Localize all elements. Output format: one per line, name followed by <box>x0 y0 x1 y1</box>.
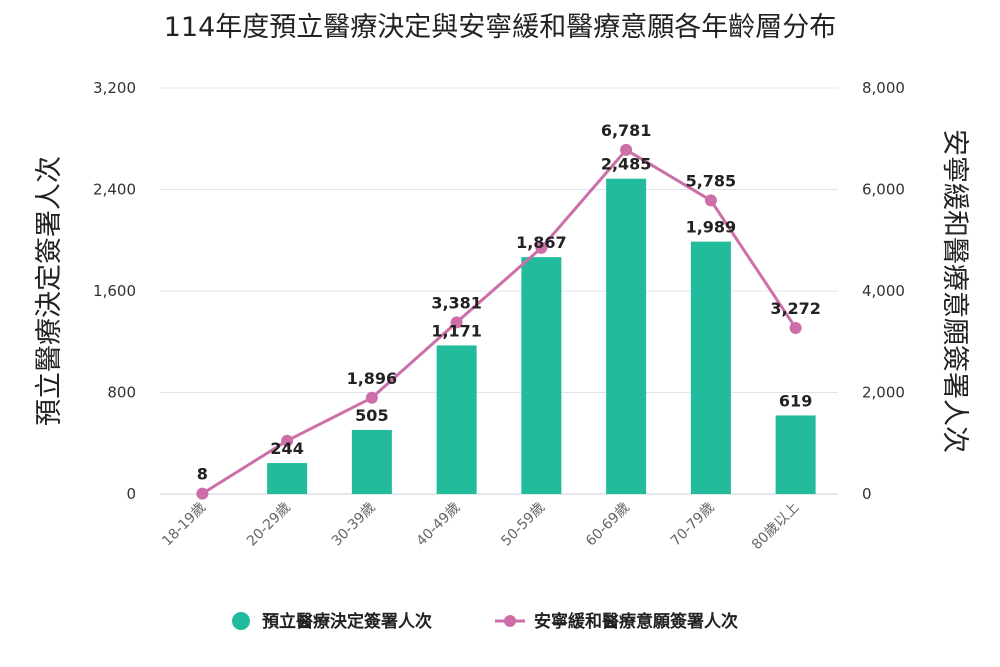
left-axis-title: 預立醫療決定簽署人次 <box>34 156 65 426</box>
right-axis-title: 安寧緩和醫療意願簽署人次 <box>939 129 970 453</box>
x-axis-ticks: 18-19歲 20-29歲 30-39歲 40-49歲 50-59歲 60-69歲 70-7… <box>159 500 802 554</box>
line-value-label: 3,381 <box>431 293 482 312</box>
legend-bar-marker <box>232 612 250 630</box>
bar-data-labels: 244 505 1,171 1,867 2,485 1,989 619 <box>270 155 812 458</box>
right-tick-label: 6,000 <box>862 181 905 199</box>
bar-value-label: 1,989 <box>686 218 737 237</box>
legend-line-label: 安寧緩和醫療意願簽署人次 <box>534 611 738 632</box>
line-data-labels: 8 1,896 3,381 6,781 5,785 3,272 <box>197 121 821 484</box>
line-value-label: 3,272 <box>770 299 821 318</box>
line-point[interactable] <box>365 391 378 404</box>
line-point[interactable] <box>450 316 463 329</box>
x-tick-label: 40-49歲 <box>413 500 463 550</box>
line-point[interactable] <box>535 241 548 254</box>
bar-value-label: 505 <box>355 406 388 425</box>
x-tick-label: 50-59歲 <box>498 500 548 550</box>
chart-title: 114年度預立醫療決定與安寧緩和醫療意願各年齡層分布 <box>164 12 837 43</box>
left-tick-label: 2,400 <box>93 181 136 199</box>
series-line <box>201 148 797 495</box>
x-tick-label: 20-29歲 <box>244 500 294 550</box>
bar-value-label: 2,485 <box>601 155 652 174</box>
line-point[interactable] <box>789 321 802 334</box>
bar[interactable] <box>521 257 562 494</box>
x-tick-label: 70-79歲 <box>668 500 718 550</box>
right-tick-label: 8,000 <box>862 79 905 97</box>
bar-value-label: 1,171 <box>431 321 482 340</box>
bar[interactable] <box>775 415 816 494</box>
x-tick-label: 80歲以上 <box>749 500 803 554</box>
bar[interactable] <box>351 429 392 494</box>
right-axis-ticks: 0 2,000 4,000 6,000 8,000 <box>862 79 905 503</box>
legend: 預立醫療決定簽署人次 安寧緩和醫療意願簽署人次 <box>232 611 738 632</box>
legend-line-marker <box>504 615 516 627</box>
line-value-label: 1,896 <box>347 369 398 388</box>
bar[interactable] <box>690 241 731 494</box>
left-tick-label: 0 <box>126 485 136 503</box>
x-tick-label: 60-69歲 <box>583 500 633 550</box>
line-point[interactable] <box>620 143 633 156</box>
line-series <box>196 143 802 500</box>
x-tick-label: 18-19歲 <box>159 500 209 550</box>
line-value-label: 6,781 <box>601 121 652 140</box>
bar-value-label: 1,867 <box>516 233 567 252</box>
left-axis-ticks: 0 800 1,600 2,400 3,200 <box>93 79 136 503</box>
right-tick-label: 2,000 <box>862 384 905 402</box>
bar-value-label: 619 <box>779 391 812 410</box>
right-tick-label: 0 <box>862 485 872 503</box>
bar-series <box>267 178 816 494</box>
line-point[interactable] <box>704 194 717 207</box>
bar[interactable] <box>436 345 477 494</box>
line-point[interactable] <box>281 434 294 447</box>
legend-item-line[interactable]: 安寧緩和醫療意願簽署人次 <box>495 611 738 632</box>
legend-bar-label: 預立醫療決定簽署人次 <box>262 611 432 632</box>
line-value-label: 8 <box>197 465 208 484</box>
bar[interactable] <box>267 463 308 494</box>
x-tick-label: 30-39歲 <box>329 500 379 550</box>
left-tick-label: 3,200 <box>93 79 136 97</box>
bar-value-label: 244 <box>270 439 303 458</box>
bar[interactable] <box>606 178 647 494</box>
line-point[interactable] <box>196 487 209 500</box>
right-tick-label: 4,000 <box>862 282 905 300</box>
line-value-label: 5,785 <box>686 171 737 190</box>
legend-item-bar[interactable]: 預立醫療決定簽署人次 <box>232 611 432 632</box>
left-tick-label: 800 <box>107 384 136 402</box>
left-tick-label: 1,600 <box>93 282 136 300</box>
